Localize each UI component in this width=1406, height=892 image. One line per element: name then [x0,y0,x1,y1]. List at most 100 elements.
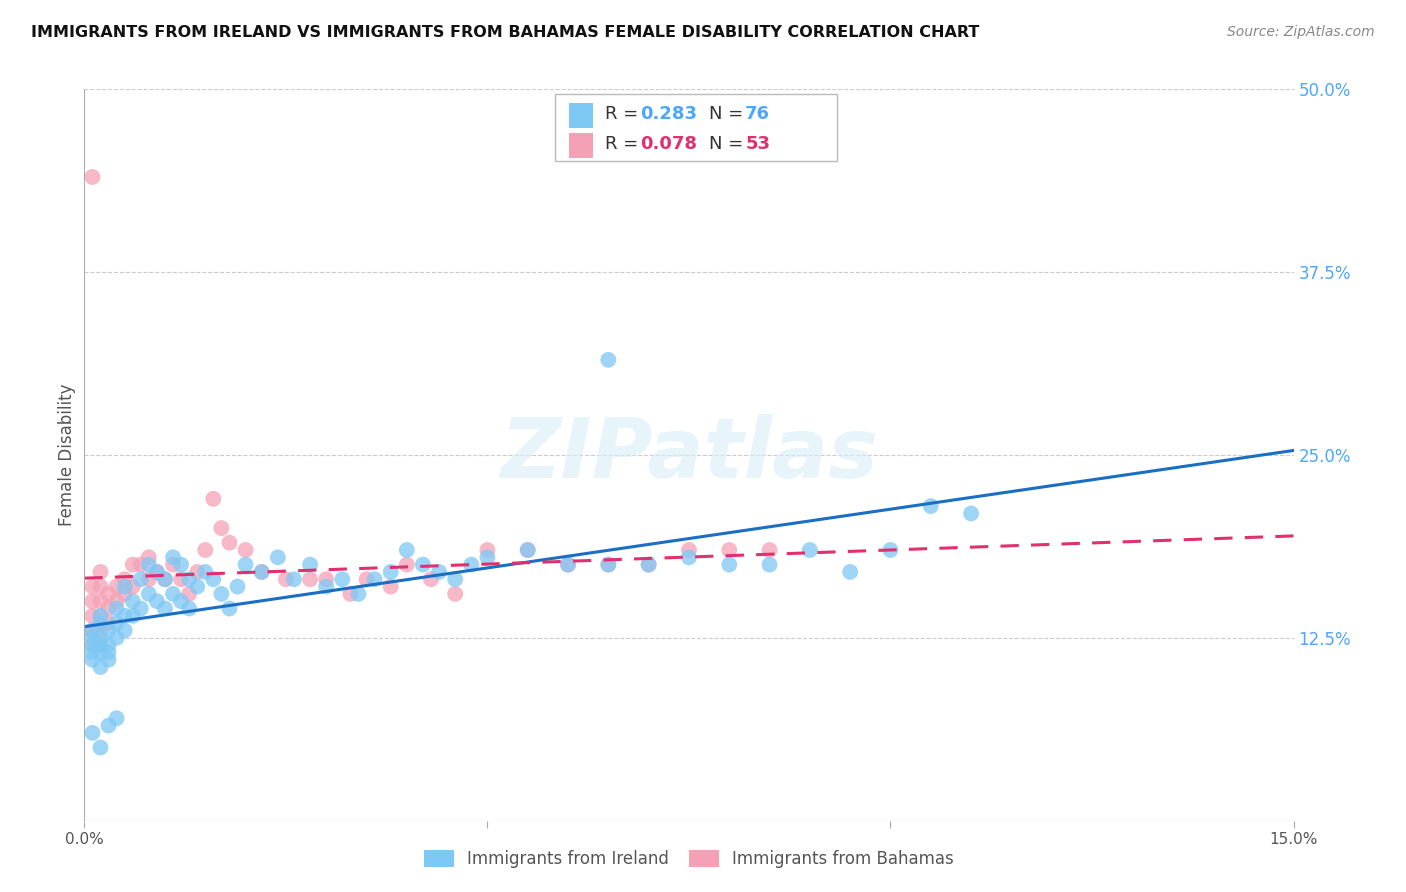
Point [105,616,128,631]
Text: Source: ZipAtlas.com: Source: ZipAtlas.com [1227,25,1375,39]
Text: 0.078: 0.078 [640,136,697,153]
Point [315,580,337,594]
Point [105,594,128,608]
Point [162,558,184,572]
Point [718,558,741,572]
Point [637,558,659,572]
Point [97,653,120,667]
Point [209,587,232,601]
Point [89,594,111,608]
Point [250,565,273,579]
Point [82,645,104,659]
Point [82,726,104,740]
Point [444,572,467,586]
Point [283,572,305,586]
Point [162,587,184,601]
Point [339,587,361,601]
Point [598,558,620,572]
Point [267,550,290,565]
Point [637,558,659,572]
Text: IMMIGRANTS FROM IRELAND VS IMMIGRANTS FROM BAHAMAS FEMALE DISABILITY CORRELATION: IMMIGRANTS FROM IRELAND VS IMMIGRANTS FR… [31,25,980,40]
Point [89,608,111,623]
Point [170,572,193,586]
Point [799,543,821,558]
Point [218,601,240,615]
Point [179,572,201,586]
Point [138,587,160,601]
Point [138,558,160,572]
Point [97,718,120,732]
Point [129,601,152,615]
Point [146,565,169,579]
Point [250,565,273,579]
Point [170,594,193,608]
Point [380,580,402,594]
Point [598,352,620,367]
Point [146,565,169,579]
Point [170,558,193,572]
Point [202,572,225,586]
Text: ZIPatlas: ZIPatlas [501,415,877,495]
Point [235,543,257,558]
Point [395,558,418,572]
Point [153,572,176,586]
Point [879,543,901,558]
Point [121,580,143,594]
Point [186,565,208,579]
Point [114,624,136,638]
Point [121,558,143,572]
Point [105,631,128,645]
Text: N =: N = [709,136,748,153]
Point [557,558,579,572]
Text: R =: R = [605,136,644,153]
Point [105,711,128,725]
Point [82,631,104,645]
Point [186,580,208,594]
Point [89,616,111,631]
Point [420,572,443,586]
Point [121,594,143,608]
Point [97,616,120,631]
Point [557,558,579,572]
Y-axis label: Female Disability: Female Disability [58,384,76,526]
Point [82,638,104,652]
Point [758,558,780,572]
Point [226,580,249,594]
Point [218,535,240,549]
Text: 76: 76 [745,105,770,123]
Point [121,608,143,623]
Point [477,543,499,558]
Point [97,587,120,601]
Point [516,543,538,558]
Point [598,558,620,572]
Point [678,550,700,565]
Point [299,572,322,586]
Point [82,580,104,594]
Legend: Immigrants from Ireland, Immigrants from Bahamas: Immigrants from Ireland, Immigrants from… [418,843,960,874]
Point [89,638,111,652]
Point [82,653,104,667]
Point [82,624,104,638]
Point [89,645,111,659]
Text: 0.283: 0.283 [640,105,697,123]
Point [194,543,217,558]
Point [105,580,128,594]
Point [114,608,136,623]
Point [179,587,201,601]
Point [380,565,402,579]
Point [315,572,337,586]
Point [82,608,104,623]
Point [153,572,176,586]
Point [129,558,152,572]
Point [395,543,418,558]
Point [839,565,862,579]
Point [202,491,225,506]
Point [194,565,217,579]
Point [356,572,378,586]
Point [89,638,111,652]
Point [97,624,120,638]
Point [89,660,111,674]
Point [412,558,434,572]
Point [274,572,297,586]
Text: 53: 53 [745,136,770,153]
